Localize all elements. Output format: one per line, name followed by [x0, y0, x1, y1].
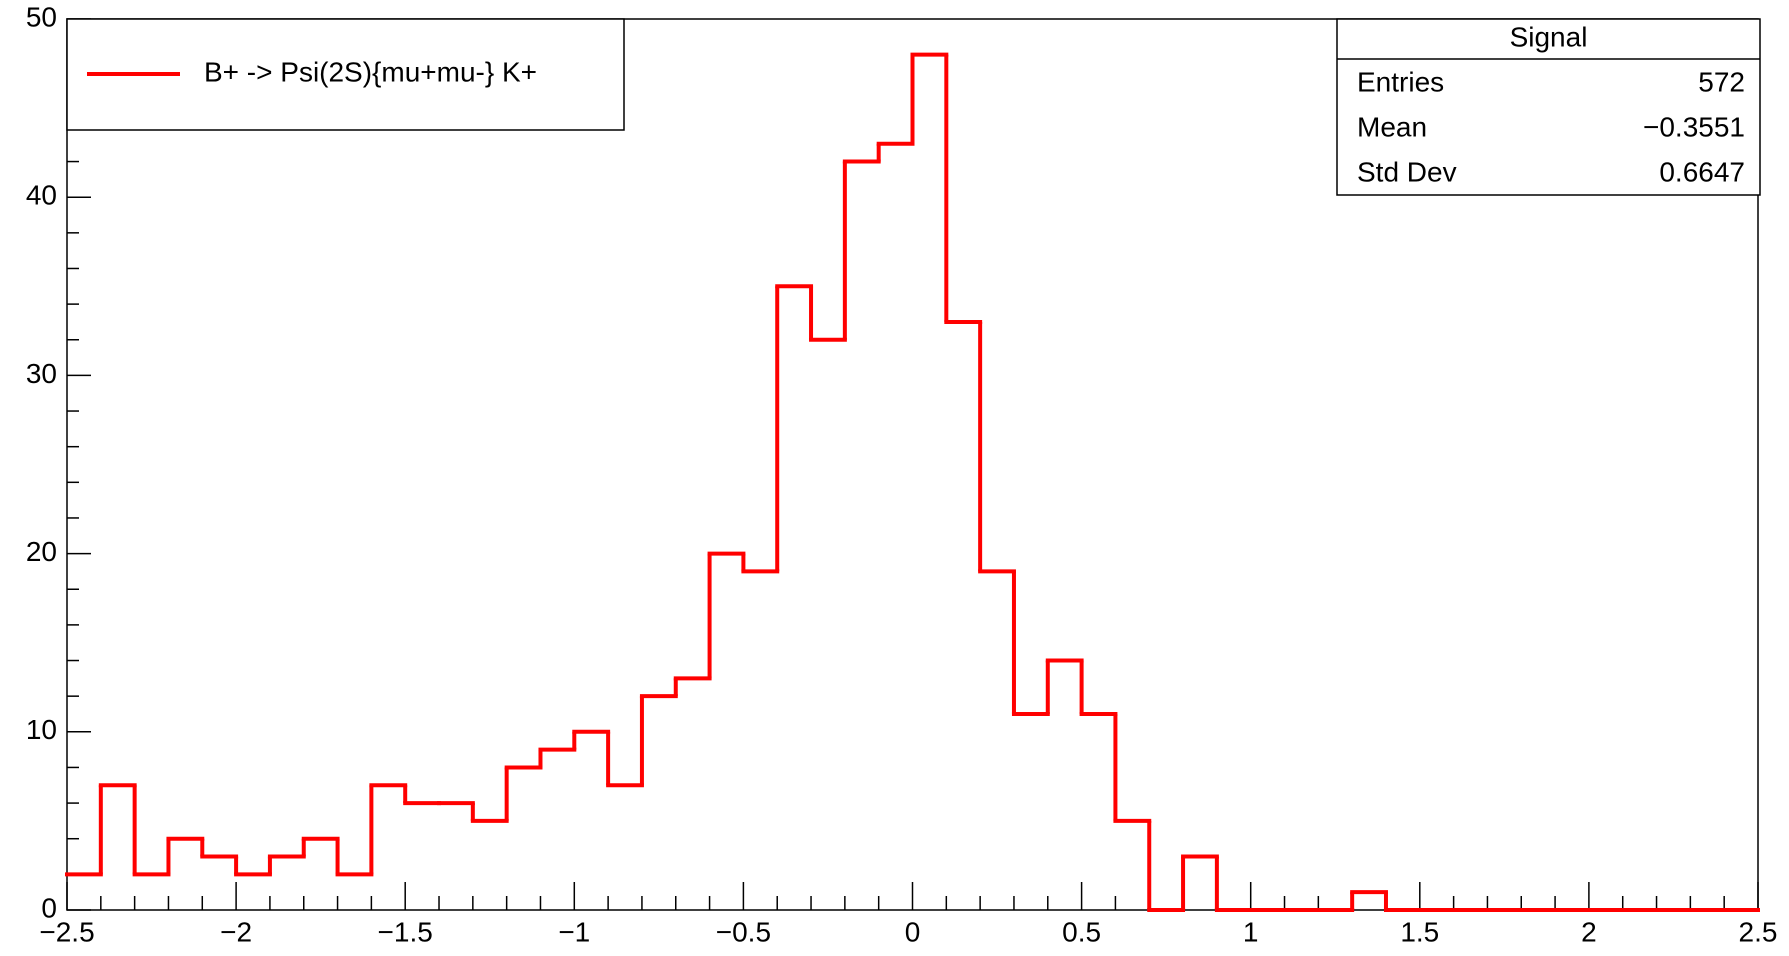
- y-tick-label: 50: [26, 1, 57, 32]
- stats-value: −0.3551: [1643, 111, 1745, 142]
- y-tick-label: 40: [26, 180, 57, 211]
- x-tick-label: 2: [1581, 916, 1597, 947]
- stats-label: Entries: [1357, 66, 1444, 97]
- y-tick-label: 10: [26, 714, 57, 745]
- x-tick-label: 1: [1243, 916, 1259, 947]
- x-tick-label: −1: [558, 916, 590, 947]
- stats-value: 0.6647: [1659, 156, 1745, 187]
- x-tick-label: −2: [220, 916, 252, 947]
- y-tick-label: 30: [26, 358, 57, 389]
- stats-value: 572: [1698, 66, 1745, 97]
- stats-title: Signal: [1510, 21, 1588, 52]
- legend-label: B+ -> Psi(2S){mu+mu-} K+: [204, 56, 537, 87]
- stats-label: Std Dev: [1357, 156, 1457, 187]
- y-tick-label: 0: [41, 892, 57, 923]
- x-tick-label: 1.5: [1400, 916, 1439, 947]
- x-tick-label: 2.5: [1739, 916, 1778, 947]
- stats-box: [1336, 18, 1761, 196]
- x-tick-label: 0: [905, 916, 921, 947]
- x-tick-label: 0.5: [1062, 916, 1101, 947]
- x-tick-label: −1.5: [378, 916, 433, 947]
- x-tick-label: −0.5: [716, 916, 771, 947]
- y-tick-label: 20: [26, 536, 57, 567]
- stats-label: Mean: [1357, 111, 1427, 142]
- x-tick-label: −2.5: [39, 916, 94, 947]
